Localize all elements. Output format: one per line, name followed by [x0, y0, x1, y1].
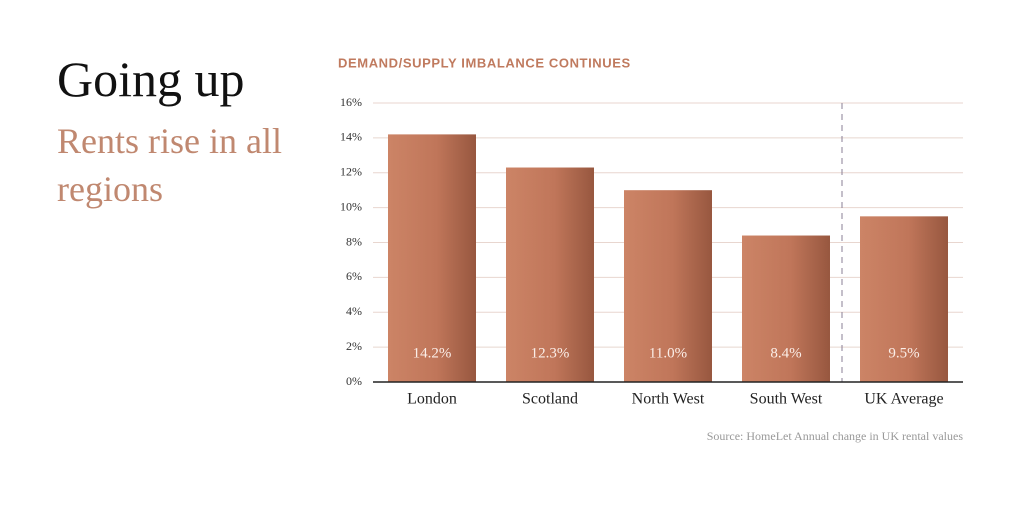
value-label: 8.4% [770, 345, 801, 361]
bar [388, 134, 476, 382]
x-tick-label: UK Average [864, 391, 943, 408]
value-label: 14.2% [413, 345, 452, 361]
bar [742, 235, 830, 382]
y-tick-label: 6% [346, 269, 362, 283]
x-tick-label: Scotland [522, 391, 578, 408]
value-label: 12.3% [531, 345, 570, 361]
value-label: 9.5% [888, 345, 919, 361]
y-tick-label: 4% [346, 304, 362, 318]
y-tick-label: 2% [346, 339, 362, 353]
y-tick-label: 10% [340, 199, 362, 213]
source: Source: HomeLet Annual change in UK rent… [707, 429, 964, 443]
bar [860, 216, 948, 382]
x-tick-label: South West [750, 391, 823, 408]
value-label: 11.0% [649, 345, 687, 361]
y-tick-label: 16% [340, 95, 362, 109]
headline: Going up [57, 51, 245, 107]
y-tick-label: 8% [346, 234, 362, 248]
chart-title: DEMAND/SUPPLY IMBALANCE CONTINUES [338, 55, 631, 70]
x-tick-label: North West [632, 391, 705, 408]
subheadline: Rents rise in all regions [57, 121, 282, 209]
y-tick-label: 12% [340, 165, 362, 179]
y-tick-label: 0% [346, 374, 362, 388]
bar [624, 190, 712, 382]
y-tick-label: 14% [340, 130, 362, 144]
x-tick-label: London [407, 391, 457, 408]
bar [506, 167, 594, 382]
